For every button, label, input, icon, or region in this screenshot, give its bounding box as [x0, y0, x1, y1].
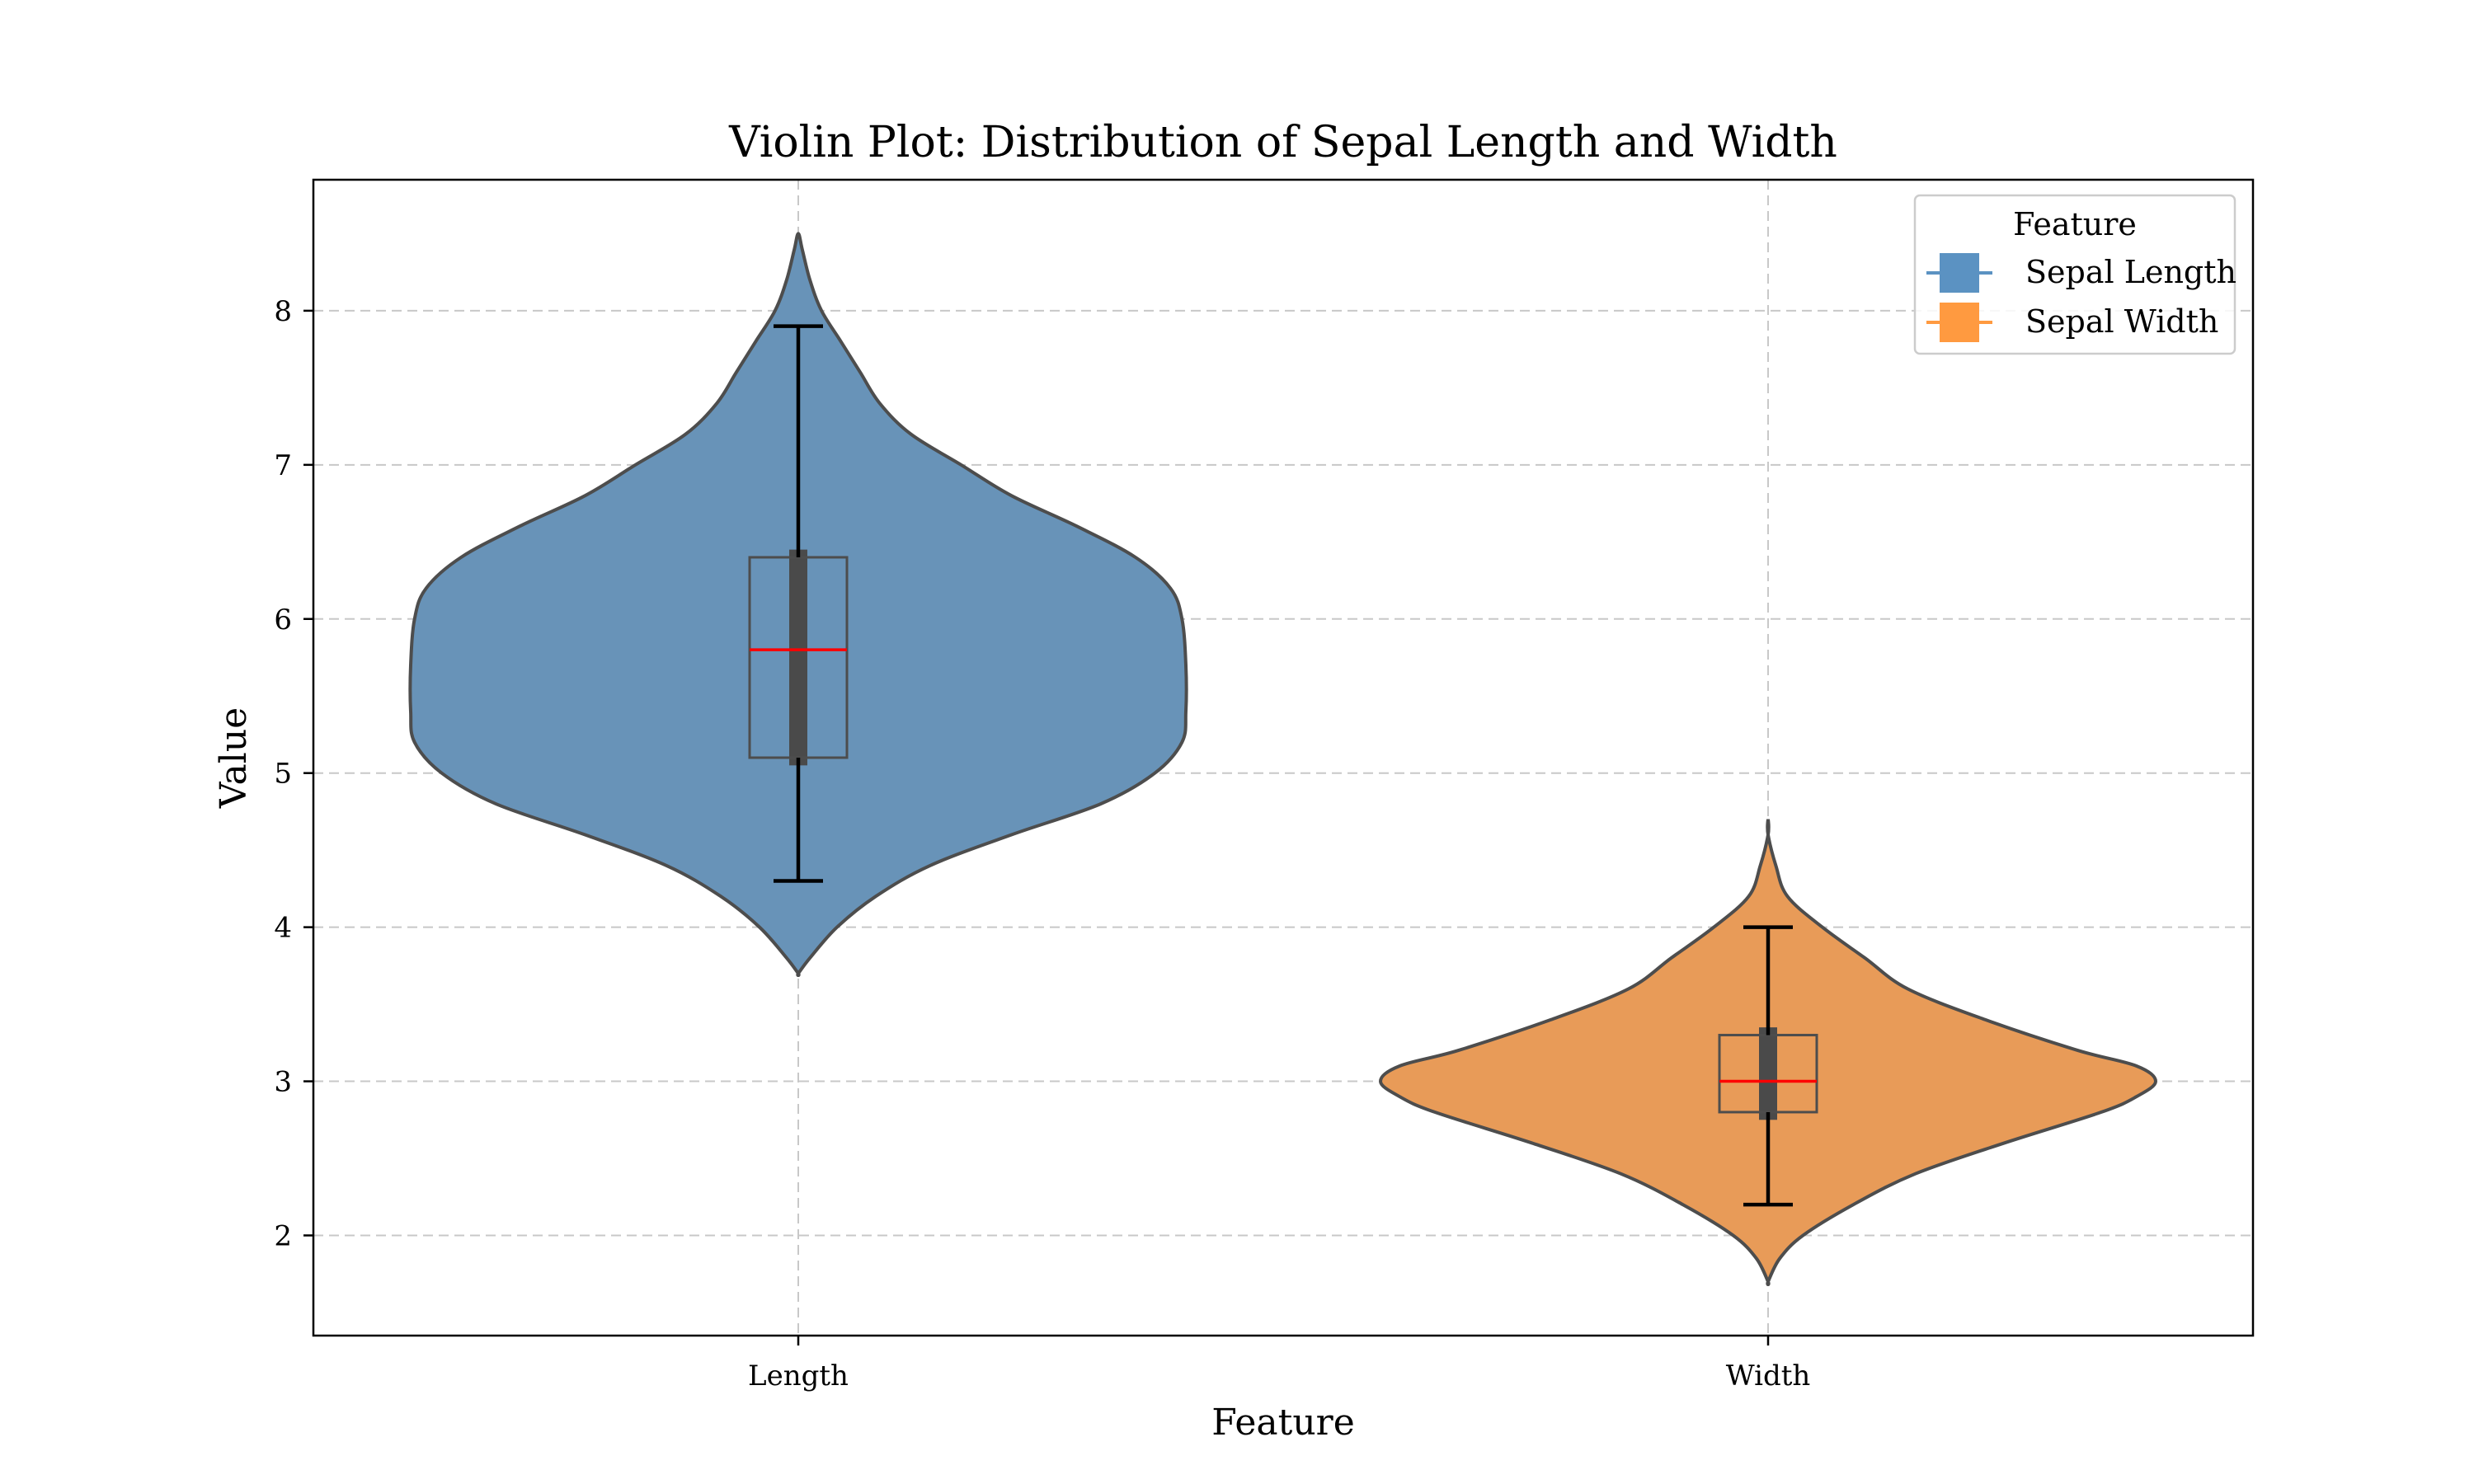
legend-swatch	[1940, 303, 1979, 342]
legend-box	[1913, 194, 2236, 355]
y-tick-label: 3	[274, 1066, 292, 1099]
y-tick-label: 4	[274, 912, 292, 945]
y-axis-label: Value	[213, 707, 255, 809]
violin-inner-box	[1759, 1027, 1777, 1120]
y-tick-label: 6	[274, 603, 292, 636]
chart-title: Violin Plot: Distribution of Sepal Lengt…	[728, 118, 1837, 167]
violin-inner-box	[789, 549, 807, 766]
legend-swatch	[1940, 253, 1979, 293]
x-tick-label: Width	[1726, 1360, 1811, 1392]
y-tick-label: 8	[274, 295, 292, 328]
x-tick-label: Length	[748, 1360, 849, 1392]
plot-frame	[312, 178, 2255, 1337]
violins	[408, 232, 2158, 1287]
y-tick-label: 7	[274, 449, 292, 482]
legend: Feature Sepal Length Sepal Width	[1913, 194, 2236, 355]
y-tick-label: 2	[274, 1219, 292, 1252]
y-tick-label: 5	[274, 758, 292, 791]
legend-title: Feature	[2013, 206, 2137, 242]
x-axis-label: Feature	[1211, 1402, 1355, 1444]
legend-label: Sepal Length	[2025, 254, 2236, 290]
legend-label: Sepal Width	[2025, 303, 2218, 340]
axes: 2 3 4 5 6 7 8 Length Width	[274, 295, 1810, 1392]
